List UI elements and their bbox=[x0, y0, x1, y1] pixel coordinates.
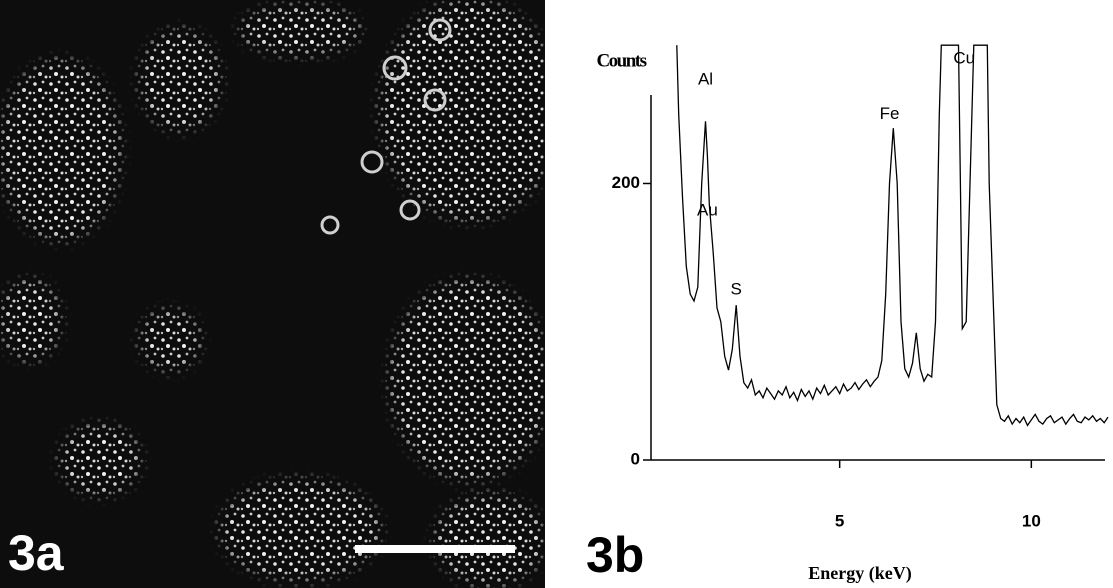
panel-label: 3a bbox=[8, 525, 65, 581]
panel-label: 3b bbox=[586, 527, 644, 583]
x-tick-label: 10 bbox=[1022, 511, 1041, 530]
peak-label: S bbox=[730, 279, 741, 298]
peak-label: Al bbox=[698, 69, 713, 88]
peak-label: Fe bbox=[880, 104, 900, 123]
y-tick-label: 200 bbox=[612, 173, 640, 192]
y-tick-label: 0 bbox=[631, 449, 640, 468]
x-tick-label: 5 bbox=[835, 511, 844, 530]
micrograph-texture bbox=[0, 0, 545, 588]
spectrum-line bbox=[676, 44, 1109, 427]
peak-label: Cu bbox=[953, 49, 975, 68]
y-axis-label: Counts bbox=[596, 50, 646, 71]
peak-label: Au bbox=[697, 201, 718, 220]
micrograph: 3a bbox=[0, 0, 545, 588]
vesicles bbox=[320, 18, 452, 235]
x-axis-label: Energy (keV) bbox=[808, 563, 911, 584]
